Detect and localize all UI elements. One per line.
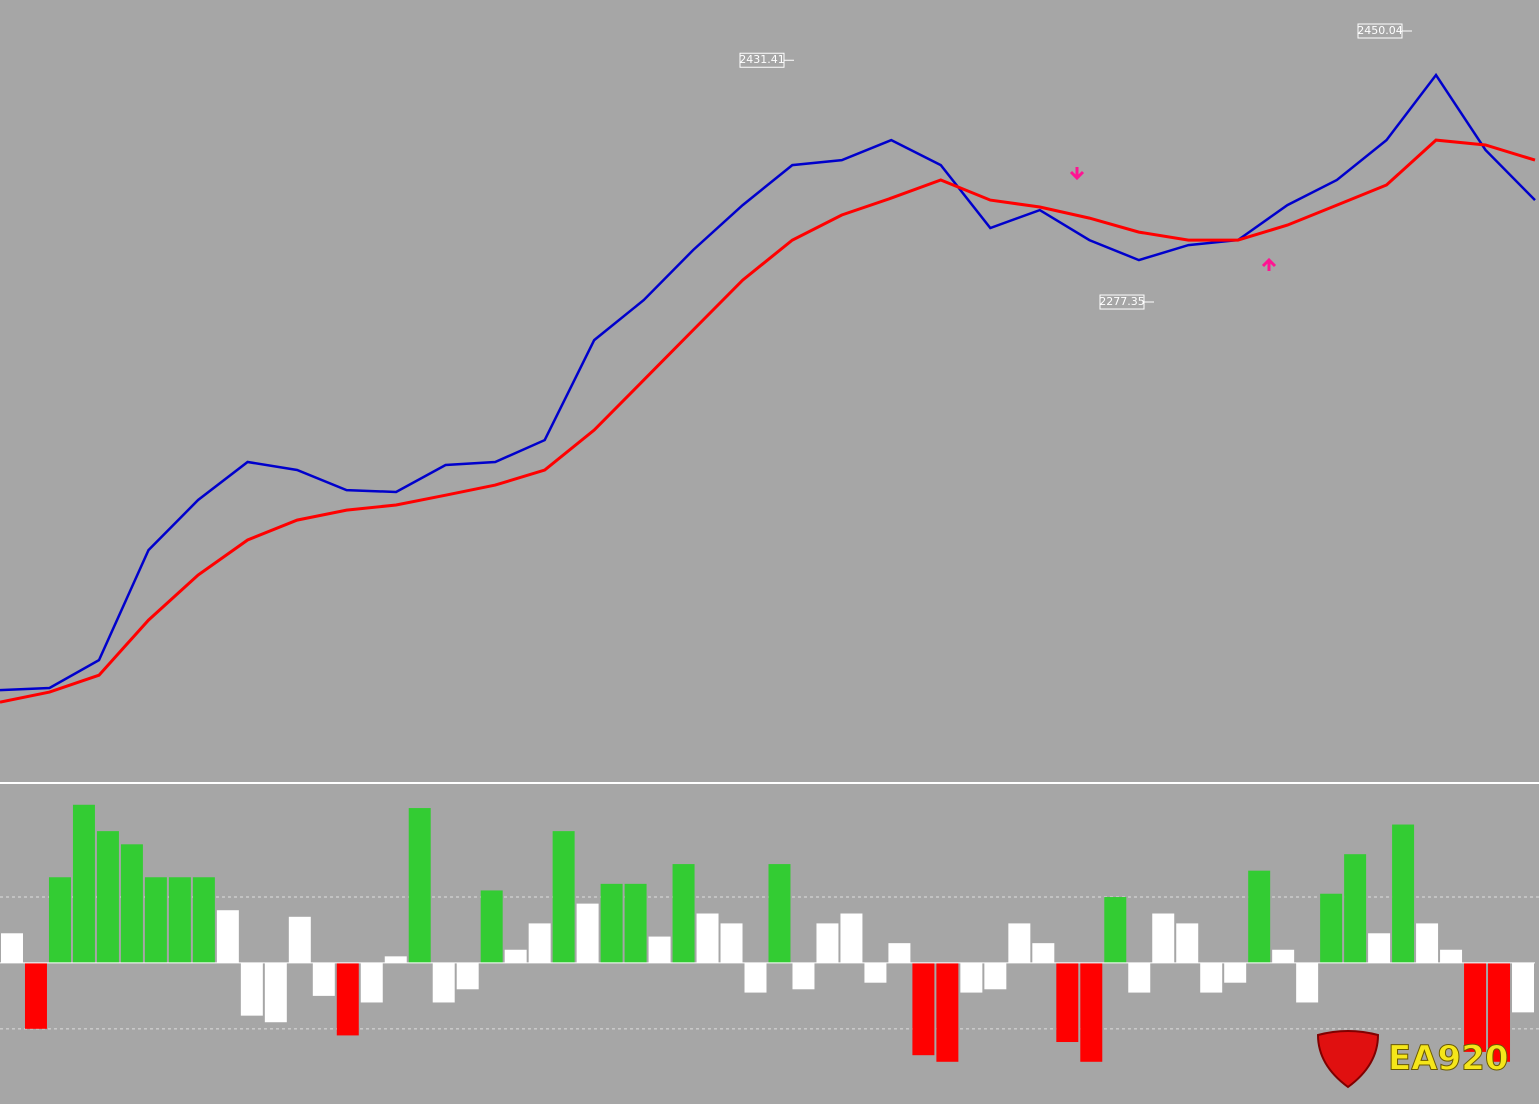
price-label-box <box>739 52 785 68</box>
histogram-bar <box>384 956 407 963</box>
histogram-bar <box>768 864 791 963</box>
price-label-box <box>1357 23 1403 39</box>
histogram-bar <box>528 923 551 963</box>
histogram-bar <box>1 933 23 963</box>
histogram-bar <box>888 943 911 963</box>
histogram-bar <box>264 962 287 1023</box>
histogram-bar <box>360 962 383 1003</box>
histogram-bar <box>1104 897 1127 963</box>
histogram-bar <box>864 962 887 983</box>
histogram-bar <box>1152 913 1175 963</box>
histogram-bar <box>720 923 743 963</box>
histogram-bar <box>1224 962 1247 983</box>
histogram-bar <box>1344 854 1367 963</box>
histogram-bar <box>1056 962 1079 1043</box>
logo-shield <box>1316 1030 1380 1089</box>
histogram-bar <box>624 883 647 963</box>
histogram-bar <box>480 890 503 963</box>
histogram-bar <box>936 962 959 1062</box>
histogram-bar <box>288 916 311 963</box>
histogram-bar <box>1272 949 1295 963</box>
histogram-bar <box>216 910 239 963</box>
histogram-bar <box>1440 949 1463 963</box>
price-label-box <box>1099 294 1145 310</box>
histogram-bar <box>552 831 575 963</box>
histogram-bar <box>792 962 815 990</box>
histogram-bar <box>840 913 863 963</box>
histogram-bar <box>408 808 431 963</box>
histogram-bar <box>1032 943 1055 963</box>
price-label: 2277.35 <box>1099 295 1145 308</box>
histogram-bar <box>336 962 359 1036</box>
histogram-bar <box>1128 962 1151 993</box>
histogram-bar <box>1296 962 1319 1003</box>
histogram-bar <box>648 936 671 963</box>
histogram-bar <box>1200 962 1223 993</box>
sell-arrow <box>1069 167 1085 181</box>
histogram-bar <box>1512 962 1534 1013</box>
histogram-bar <box>600 883 623 963</box>
histogram-bar <box>1080 962 1103 1062</box>
histogram-bar <box>1008 923 1031 963</box>
histogram-bar <box>1368 933 1391 963</box>
histogram-bar <box>1248 870 1271 963</box>
logo: EA920 <box>1316 1030 1509 1089</box>
price-label: 2431.41 <box>739 53 785 66</box>
histogram-bar <box>696 913 719 963</box>
histogram-bar <box>960 962 983 993</box>
logo-text: EA920 <box>1388 1039 1509 1079</box>
histogram-bar <box>1320 893 1343 963</box>
histogram-bar <box>312 962 335 996</box>
histogram-bar <box>672 864 695 963</box>
histogram-bar <box>1464 962 1487 1052</box>
buy-arrow <box>1261 257 1277 271</box>
histogram-bar <box>192 877 215 963</box>
price-line <box>0 138 1536 704</box>
histogram-bar <box>144 877 167 963</box>
histogram-bar <box>816 923 839 963</box>
histogram-bar <box>168 877 191 963</box>
histogram-bar <box>1176 923 1199 963</box>
price-line <box>0 72 1536 692</box>
histogram-bar <box>120 844 143 963</box>
histogram-bar <box>744 962 767 993</box>
histogram-bar <box>504 949 527 963</box>
histogram-bar <box>240 962 263 1016</box>
histogram-bar <box>432 962 455 1003</box>
histogram-bar <box>1488 962 1511 1062</box>
histogram-bar <box>912 962 935 1056</box>
histogram-bar <box>48 877 71 963</box>
histogram-bar <box>456 962 479 990</box>
histogram-bar <box>576 903 599 963</box>
histogram-bar <box>96 831 119 963</box>
histogram-bar <box>72 804 95 963</box>
histogram-bar <box>24 962 47 1029</box>
histogram-bar <box>1392 824 1415 963</box>
price-label: 2450.04 <box>1357 24 1403 37</box>
histogram-bar <box>1416 923 1439 963</box>
histogram-bar <box>984 962 1007 990</box>
